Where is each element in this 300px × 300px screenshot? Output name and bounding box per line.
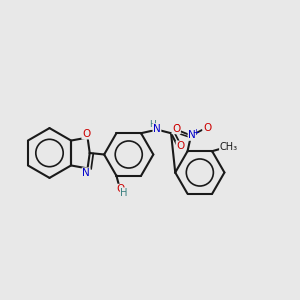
Text: CH₃: CH₃: [220, 142, 238, 152]
Text: -: -: [176, 121, 179, 130]
Text: N: N: [188, 130, 196, 140]
Text: O: O: [176, 141, 184, 151]
Text: O: O: [82, 129, 90, 139]
Text: O: O: [203, 123, 211, 134]
Text: N: N: [153, 124, 161, 134]
Text: +: +: [193, 128, 200, 137]
Text: N: N: [82, 168, 90, 178]
Text: O: O: [172, 124, 180, 134]
Text: H: H: [150, 120, 157, 129]
Text: O: O: [116, 184, 124, 194]
Text: H: H: [121, 188, 128, 198]
